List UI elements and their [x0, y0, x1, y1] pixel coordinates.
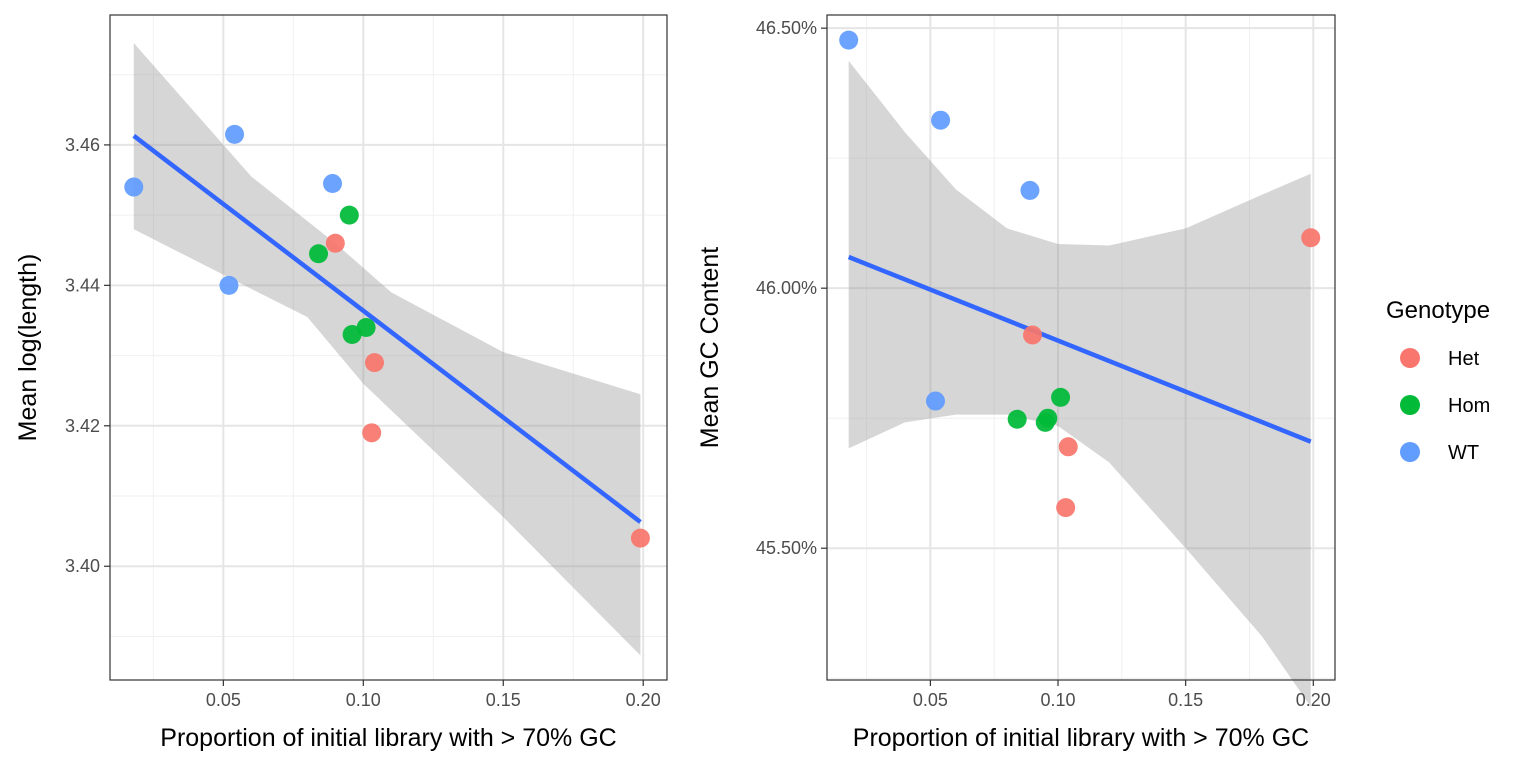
x-tick-label: 0.05 [206, 690, 241, 710]
data-point-het [1301, 228, 1321, 248]
data-point-wt [219, 275, 239, 295]
panel-mean-log-length: 0.05 0.10 0.15 0.20 3.40 3.42 3.44 3.46 Proporti… [14, 14, 668, 752]
data-point-het [1022, 325, 1042, 345]
y-axis-title: Mean GC Content [696, 247, 724, 449]
x-tick-label: 0.10 [1041, 690, 1076, 710]
data-point-hom [339, 205, 359, 225]
y-tick-label: 45.50% [756, 538, 817, 558]
legend-label-wt: WT [1448, 442, 1479, 464]
legend-key-wt [1400, 442, 1420, 462]
panel-mean-gc-content: 0.05 0.10 0.15 0.20 45.50% 46.00% 46.50% Propor… [696, 14, 1336, 752]
x-tick-label: 0.15 [486, 690, 521, 710]
legend-item-wt: WT [1400, 442, 1479, 464]
y-tick-label: 46.50% [756, 18, 817, 38]
legend-key-het [1400, 348, 1420, 368]
legend-label-hom: Hom [1448, 395, 1490, 417]
x-tick-label: 0.10 [346, 690, 381, 710]
data-point-het [365, 353, 385, 373]
data-point-wt [323, 174, 343, 194]
data-point-wt [931, 110, 951, 130]
data-point-hom [1051, 387, 1071, 407]
x-tick-label: 0.15 [1168, 690, 1203, 710]
data-point-het [1056, 498, 1076, 518]
x-tick-label: 0.20 [626, 690, 661, 710]
x-axis-title: Proportion of initial library with > 70%… [160, 724, 616, 752]
data-point-hom [342, 325, 362, 345]
data-point-wt [839, 30, 859, 50]
legend-item-het: Het [1400, 348, 1480, 370]
y-tick-label: 3.46 [65, 135, 100, 155]
data-point-hom [356, 317, 376, 337]
data-point-wt [124, 177, 144, 197]
data-point-het [630, 528, 650, 548]
panel-border [826, 14, 1336, 681]
confidence-band [133, 43, 641, 656]
data-point-hom [1038, 408, 1058, 428]
y-tick-label: 3.44 [65, 275, 100, 295]
legend: Genotype Het Hom WT [1386, 297, 1490, 464]
y-tick-label: 46.00% [756, 278, 817, 298]
panel-border [109, 14, 668, 681]
data-point-wt [925, 391, 945, 411]
x-tick-label: 0.05 [913, 690, 948, 710]
legend-key-hom [1400, 395, 1420, 415]
x-axis-title: Proportion of initial library with > 70%… [853, 724, 1309, 752]
data-point-het [1058, 437, 1078, 457]
y-axis-title: Mean log(length) [14, 254, 42, 442]
regression-line [132, 133, 642, 524]
data-point-het [325, 233, 345, 253]
data-point-wt [1020, 180, 1040, 200]
legend-title: Genotype [1386, 297, 1490, 324]
data-point-wt [225, 124, 245, 144]
legend-label-het: Het [1448, 348, 1480, 370]
data-point-hom [309, 244, 329, 264]
x-tick-label: 0.20 [1296, 690, 1331, 710]
data-point-het [362, 423, 382, 443]
y-tick-label: 3.40 [65, 556, 100, 576]
y-tick-label: 3.42 [65, 416, 100, 436]
confidence-band [848, 60, 1311, 707]
plot-background [110, 15, 667, 680]
legend-item-hom: Hom [1400, 395, 1490, 417]
data-point-hom [1007, 409, 1027, 429]
regression-line [847, 254, 1312, 444]
